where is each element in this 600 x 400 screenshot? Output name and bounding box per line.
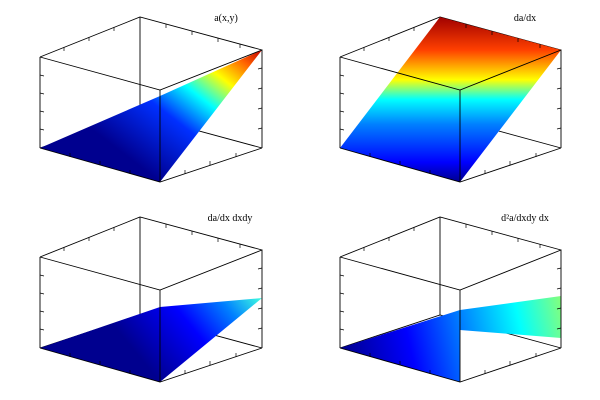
panel-title: da/dx <box>514 13 536 24</box>
panel-title: d²a/dxdy dx <box>501 213 549 224</box>
surface-dadx-dxdy <box>40 298 262 382</box>
panel-dadx-dxdy: da/dx dxdy <box>39 213 263 383</box>
box-front-edges <box>39 249 263 383</box>
panel-title: a(x,y) <box>214 13 238 24</box>
surface-dadx <box>340 17 561 182</box>
box-ticks <box>39 24 263 174</box>
box-ticks <box>339 24 562 174</box>
box-front-edges <box>339 49 562 183</box>
surface-a <box>40 50 262 182</box>
panel-title: da/dx dxdy <box>208 213 253 224</box>
surface-d2a-dxdy-dx <box>340 296 561 382</box>
panel-d2a-dxdy-dx: d²a/dxdy dx <box>339 213 562 383</box>
box-front-edges <box>339 249 562 383</box>
panel-a: a(x,y) <box>39 13 263 183</box>
box-back-edges <box>339 216 562 349</box>
box-ticks <box>339 224 562 374</box>
panel-dadx: da/dx <box>339 13 562 183</box>
box-ticks <box>39 224 263 374</box>
box-front-edges <box>39 49 263 183</box>
